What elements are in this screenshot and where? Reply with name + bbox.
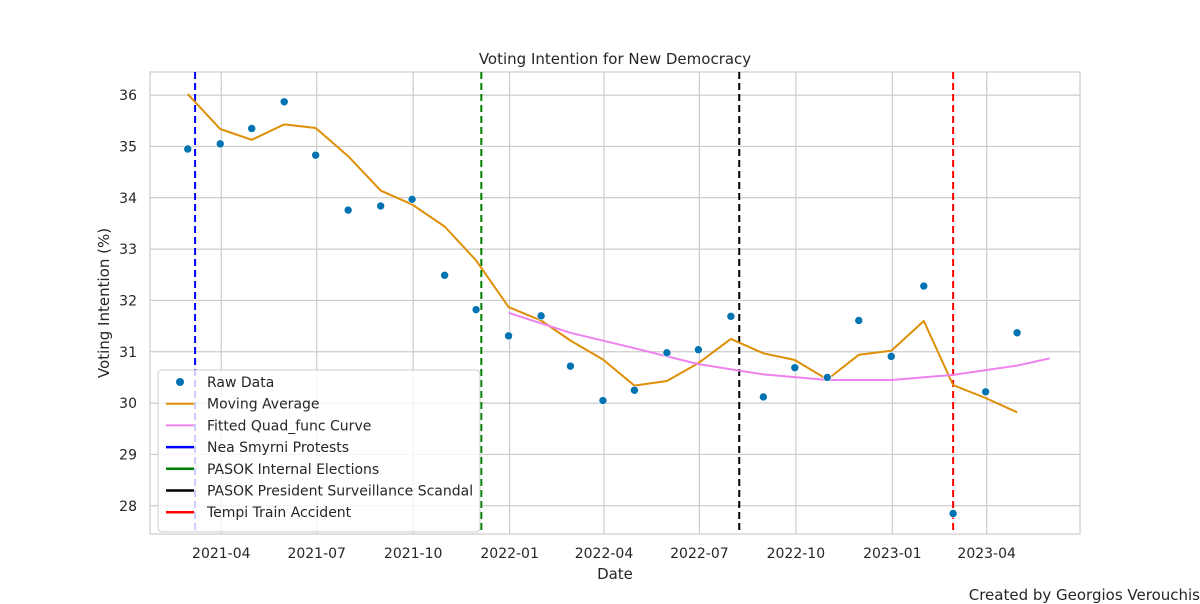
x-tick-label: 2022-01: [480, 546, 539, 562]
y-tick-label: 31: [119, 345, 137, 361]
y-tick-label: 32: [119, 293, 137, 309]
x-tick-label: 2022-07: [670, 546, 729, 562]
data-point: [1012, 328, 1022, 338]
legend-label: Nea Smyrni Protests: [207, 440, 349, 456]
y-axis-label: Voting Intention (%): [95, 228, 113, 378]
data-point: [854, 316, 864, 325]
data-point: [566, 361, 575, 371]
x-axis-label: Date: [597, 565, 633, 583]
data-point: [759, 392, 768, 402]
y-tick-label: 36: [119, 88, 137, 104]
data-point: [504, 331, 513, 341]
y-tick-label: 35: [119, 139, 137, 155]
chart-title: Voting Intention for New Democracy: [479, 50, 751, 68]
data-point: [790, 363, 800, 372]
legend: Raw Data Moving Average Fitted Quad_func C…: [157, 369, 481, 533]
x-tick-label: 2022-04: [575, 546, 634, 562]
data-point: [311, 150, 320, 160]
data-point: [440, 270, 449, 280]
legend-label: Raw Data: [207, 375, 274, 391]
data-point: [183, 144, 193, 154]
data-point: [279, 97, 289, 107]
legend-box: [157, 369, 481, 533]
data-point: [630, 385, 639, 395]
data-point: [376, 201, 385, 211]
series-line: [186, 93, 1018, 414]
data-point: [694, 345, 703, 355]
data-point: [919, 281, 929, 291]
y-tick-label: 34: [119, 191, 137, 207]
x-tick-label: 2022-10: [767, 546, 826, 562]
data-point: [948, 509, 958, 518]
legend-marker: [176, 378, 184, 386]
x-tick-label: 2021-07: [287, 546, 346, 562]
data-point: [598, 396, 608, 405]
data-point: [247, 124, 257, 133]
data-point: [726, 312, 736, 321]
data-point: [343, 205, 353, 215]
data-point: [407, 195, 417, 204]
y-tick-label: 30: [119, 396, 137, 412]
data-point: [662, 348, 672, 358]
legend-label: PASOK President Surveillance Scandal: [207, 484, 473, 500]
legend-label: Moving Average: [207, 397, 320, 413]
data-point: [823, 373, 832, 382]
credit-text: Created by Georgios Verouchis: [968, 586, 1200, 604]
y-tick-label: 28: [119, 499, 137, 515]
legend-label: PASOK Internal Elections: [207, 462, 379, 478]
x-tick-label: 2021-10: [384, 546, 443, 562]
legend-label: Tempi Train Accident: [206, 505, 352, 521]
y-tick-label: 29: [119, 447, 137, 463]
data-point: [536, 311, 546, 321]
series-line: [508, 311, 1050, 381]
x-tick-label: 2023-01: [863, 546, 922, 562]
data-point: [471, 305, 481, 314]
tick-labels: 2021-04 2021-07 2021-10 2022-01 2022-04 2022-…: [119, 88, 1016, 562]
x-tick-label: 2021-04: [192, 546, 251, 562]
legend-label: Fitted Quad_func Curve: [207, 418, 371, 434]
data-point: [981, 387, 990, 397]
series-layer: [183, 93, 1050, 518]
data-point: [886, 352, 896, 361]
data-point: [215, 139, 225, 149]
x-tick-label: 2023-04: [957, 546, 1016, 562]
y-tick-label: 33: [119, 242, 137, 258]
